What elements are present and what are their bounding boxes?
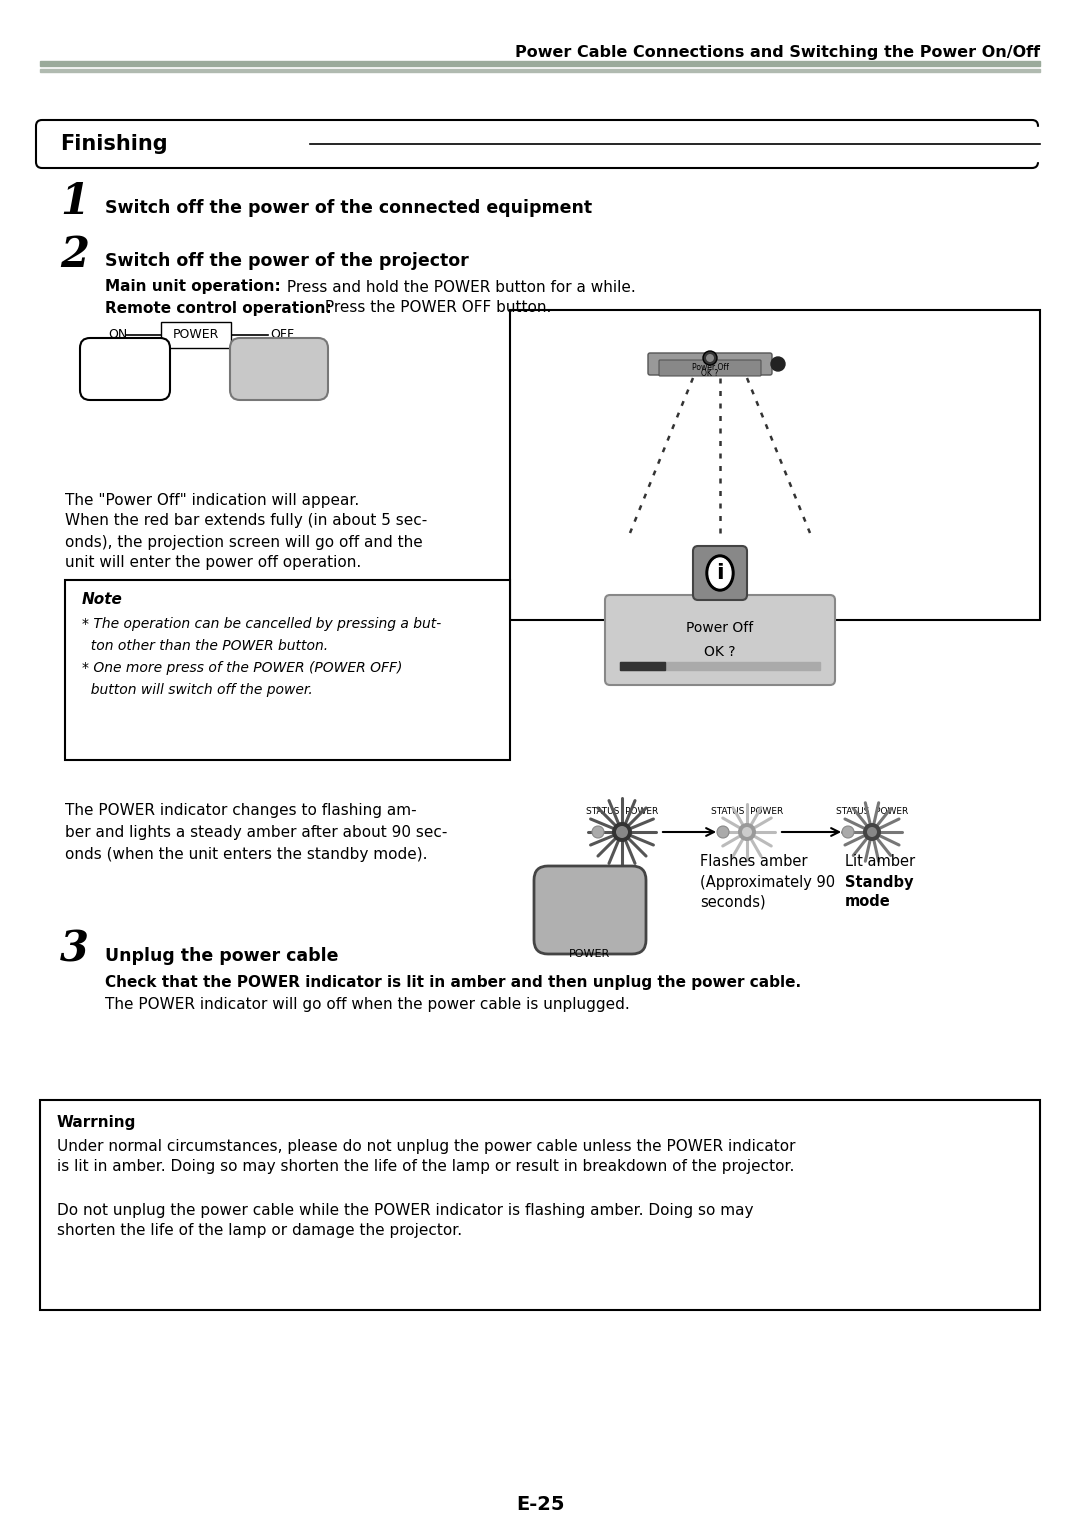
FancyBboxPatch shape: [534, 865, 646, 954]
Text: Flashes amber: Flashes amber: [700, 855, 808, 870]
Text: 1: 1: [60, 180, 89, 223]
Text: Power Off: Power Off: [687, 621, 754, 635]
Text: seconds): seconds): [700, 894, 766, 910]
Text: The POWER indicator changes to flashing am-: The POWER indicator changes to flashing …: [65, 803, 417, 818]
Text: Power Cable Connections and Switching the Power On/Off: Power Cable Connections and Switching th…: [515, 44, 1040, 60]
Circle shape: [771, 356, 785, 372]
Text: Unplug the power cable: Unplug the power cable: [105, 946, 338, 965]
Circle shape: [717, 826, 729, 838]
Text: Do not unplug the power cable while the POWER indicator is flashing amber. Doing: Do not unplug the power cable while the …: [57, 1202, 754, 1217]
Ellipse shape: [706, 555, 734, 592]
Circle shape: [867, 827, 877, 836]
Circle shape: [706, 355, 714, 362]
Text: Note: Note: [82, 593, 123, 607]
Circle shape: [703, 352, 717, 365]
Text: OK ?: OK ?: [701, 368, 718, 378]
Bar: [40, 1099, 1040, 1310]
Text: E-25: E-25: [516, 1495, 564, 1515]
Text: STATUS  POWER: STATUS POWER: [585, 807, 658, 816]
FancyBboxPatch shape: [648, 353, 772, 375]
FancyBboxPatch shape: [659, 359, 761, 376]
Text: onds), the projection screen will go off and the: onds), the projection screen will go off…: [65, 535, 422, 549]
Text: STATUS  POWER: STATUS POWER: [836, 807, 908, 816]
Text: Finishing: Finishing: [60, 135, 167, 154]
Text: i: i: [716, 563, 724, 583]
FancyBboxPatch shape: [36, 119, 1038, 168]
Text: * One more press of the POWER (POWER OFF): * One more press of the POWER (POWER OFF…: [82, 661, 403, 674]
Text: 3: 3: [60, 930, 89, 971]
Circle shape: [842, 826, 854, 838]
Text: Press the POWER OFF button.: Press the POWER OFF button.: [320, 301, 552, 315]
Circle shape: [742, 827, 752, 836]
Bar: [40, 69, 1040, 72]
Text: Power Off: Power Off: [691, 364, 728, 373]
Text: unit will enter the power off operation.: unit will enter the power off operation.: [65, 555, 361, 570]
Text: is lit in amber. Doing so may shorten the life of the lamp or result in breakdow: is lit in amber. Doing so may shorten th…: [57, 1159, 795, 1174]
Bar: [249, 127, 1040, 161]
Text: Warrning: Warrning: [57, 1115, 136, 1130]
Text: Press and hold the POWER button for a while.: Press and hold the POWER button for a wh…: [282, 280, 636, 295]
Text: POWER: POWER: [569, 950, 610, 959]
Bar: [620, 662, 820, 670]
Text: POWER: POWER: [173, 329, 219, 341]
FancyBboxPatch shape: [80, 338, 170, 401]
FancyBboxPatch shape: [605, 595, 835, 685]
Text: onds (when the unit enters the standby mode).: onds (when the unit enters the standby m…: [65, 847, 428, 861]
Text: Switch off the power of the connected equipment: Switch off the power of the connected eq…: [105, 199, 592, 217]
Text: button will switch off the power.: button will switch off the power.: [82, 683, 313, 697]
Circle shape: [616, 826, 627, 838]
Text: The "Power Off" indication will appear.: The "Power Off" indication will appear.: [65, 492, 360, 508]
FancyBboxPatch shape: [693, 546, 747, 599]
Circle shape: [863, 823, 881, 841]
Text: OFF: OFF: [270, 329, 294, 341]
Text: Check that the POWER indicator is lit in amber and then unplug the power cable.: Check that the POWER indicator is lit in…: [105, 974, 801, 989]
Text: mode: mode: [845, 894, 891, 910]
Bar: [40, 61, 1040, 66]
Text: shorten the life of the lamp or damage the projector.: shorten the life of the lamp or damage t…: [57, 1223, 462, 1238]
Text: ber and lights a steady amber after about 90 sec-: ber and lights a steady amber after abou…: [65, 824, 447, 839]
Text: STATUS  POWER: STATUS POWER: [711, 807, 783, 816]
Text: Switch off the power of the projector: Switch off the power of the projector: [105, 252, 469, 271]
Text: ON: ON: [108, 329, 127, 341]
Bar: [620, 662, 665, 670]
Text: 2: 2: [60, 234, 89, 277]
Text: The POWER indicator will go off when the power cable is unplugged.: The POWER indicator will go off when the…: [105, 997, 630, 1012]
Bar: [510, 310, 1040, 619]
Text: Remote control operation:: Remote control operation:: [105, 301, 332, 315]
Text: Standby: Standby: [845, 875, 914, 890]
Text: OK ?: OK ?: [704, 645, 735, 659]
Circle shape: [738, 823, 756, 841]
Text: Main unit operation:: Main unit operation:: [105, 280, 281, 295]
Circle shape: [592, 826, 604, 838]
Text: Under normal circumstances, please do not unplug the power cable unless the POWE: Under normal circumstances, please do no…: [57, 1139, 796, 1153]
FancyBboxPatch shape: [230, 338, 328, 401]
Text: When the red bar extends fully (in about 5 sec-: When the red bar extends fully (in about…: [65, 514, 428, 529]
Circle shape: [612, 823, 632, 842]
Bar: [65, 579, 510, 760]
Text: ton other than the POWER button.: ton other than the POWER button.: [82, 639, 328, 653]
Text: Lit amber: Lit amber: [845, 855, 915, 870]
FancyBboxPatch shape: [161, 323, 231, 349]
Text: (Approximately 90: (Approximately 90: [700, 875, 835, 890]
Text: * The operation can be cancelled by pressing a but-: * The operation can be cancelled by pres…: [82, 618, 442, 631]
Ellipse shape: [708, 558, 731, 589]
